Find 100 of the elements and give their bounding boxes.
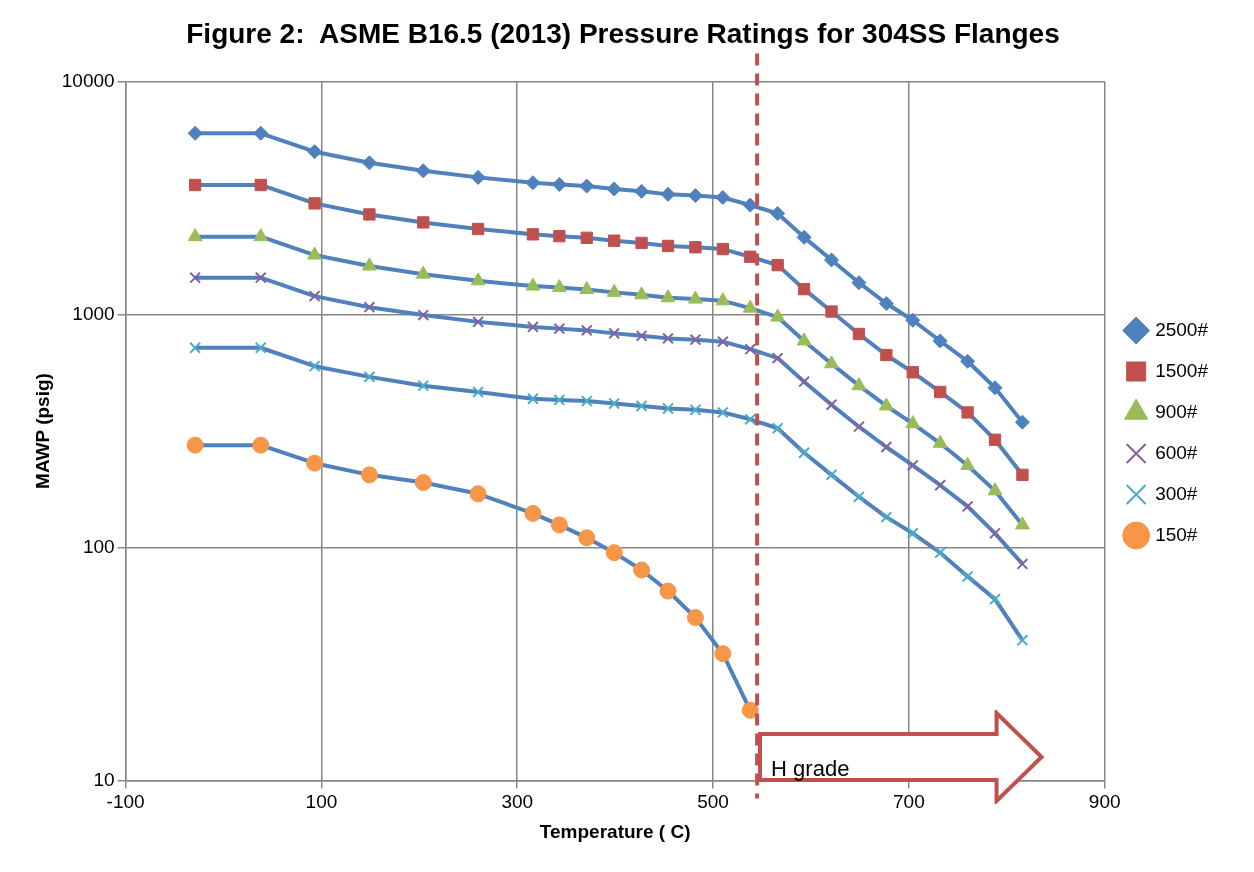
point [770, 308, 786, 322]
point [415, 265, 431, 279]
point [633, 561, 651, 579]
point [252, 436, 270, 454]
legend-label: 600# [1155, 441, 1198, 463]
point [526, 392, 539, 405]
chart-title: Figure 2: ASME B16.5 (2013) Pressure Ratings for 304SS Flanges [186, 17, 1060, 49]
point [254, 341, 267, 354]
point [253, 228, 269, 242]
point [660, 186, 676, 202]
point [906, 527, 919, 540]
point [744, 250, 757, 263]
point [961, 500, 974, 513]
point [934, 479, 947, 492]
point [824, 252, 840, 268]
point [932, 333, 948, 349]
legend-label: 300# [1155, 482, 1198, 504]
point [688, 290, 703, 304]
point [550, 516, 568, 534]
point [361, 155, 377, 171]
point [1016, 634, 1029, 647]
point [417, 379, 430, 392]
point [524, 504, 542, 522]
point [308, 360, 321, 373]
point [987, 482, 1003, 496]
x-tick-label: -100 [106, 791, 145, 813]
point [686, 609, 704, 627]
point [1016, 468, 1029, 482]
point [851, 275, 867, 291]
point [716, 406, 729, 419]
point [308, 197, 321, 210]
point [608, 397, 621, 410]
x-tick-label: 100 [305, 791, 338, 813]
point [526, 228, 540, 241]
y-tick-label: 100 [82, 535, 115, 557]
point [880, 441, 893, 453]
point [961, 570, 974, 583]
x-tick-label: 500 [697, 791, 729, 813]
point [187, 228, 203, 242]
point [659, 582, 677, 600]
point [363, 301, 376, 314]
point [605, 544, 623, 562]
point [906, 366, 919, 379]
legend-label: 150# [1155, 523, 1198, 545]
legend-label: 2500# [1155, 318, 1209, 340]
point [417, 309, 430, 321]
point [579, 178, 595, 194]
legend-label: 900# [1155, 400, 1198, 422]
point [1016, 557, 1029, 570]
x-tick-label: 300 [501, 791, 534, 813]
point [472, 386, 485, 398]
point [825, 398, 838, 411]
point [306, 454, 324, 472]
point [742, 197, 758, 213]
point [470, 169, 486, 185]
point [186, 436, 204, 454]
point [469, 485, 487, 503]
point [415, 163, 431, 179]
point [254, 178, 267, 192]
point [606, 181, 622, 197]
point [989, 593, 1001, 606]
point [687, 188, 703, 204]
point [880, 511, 893, 524]
point [662, 332, 674, 345]
point [796, 332, 812, 346]
point [363, 370, 376, 383]
point [470, 272, 486, 286]
point [1014, 414, 1030, 430]
point [471, 222, 485, 236]
point [988, 433, 1002, 446]
point [307, 246, 323, 260]
point [880, 348, 893, 362]
point [580, 324, 593, 337]
point [715, 190, 731, 205]
point [189, 271, 202, 284]
point [742, 299, 758, 313]
point [770, 205, 786, 221]
point [634, 183, 650, 199]
point [744, 413, 757, 426]
point [187, 125, 203, 141]
point [689, 403, 702, 416]
legend-label: 1500# [1155, 359, 1209, 381]
x-tick-label: 900 [1088, 791, 1121, 813]
point [798, 375, 811, 388]
point [635, 236, 648, 250]
point [525, 175, 541, 191]
point [960, 353, 976, 369]
point [253, 125, 269, 141]
point [852, 327, 866, 341]
point [608, 234, 621, 247]
point [526, 320, 539, 333]
point [551, 176, 567, 192]
point [825, 305, 838, 318]
point [360, 466, 378, 484]
point [578, 529, 596, 547]
point [662, 402, 674, 415]
point [961, 406, 974, 419]
y-tick-label: 1000 [72, 302, 115, 324]
point [798, 446, 811, 459]
point [934, 385, 947, 399]
